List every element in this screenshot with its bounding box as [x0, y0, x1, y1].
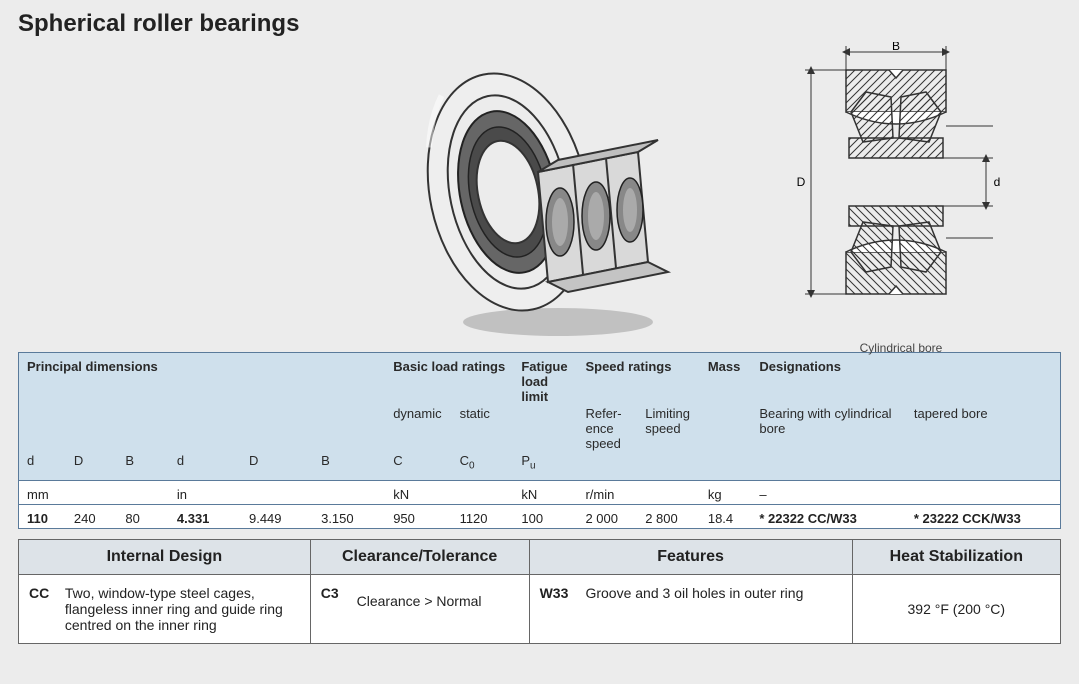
hdr-clearance: Clearance/Tolerance — [310, 539, 529, 574]
hdr-internal-design: Internal Design — [19, 539, 311, 574]
hdr-heat: Heat Stabilization — [852, 539, 1060, 574]
cell-Pu: 100 — [513, 504, 577, 528]
cell-lim-speed: 2 800 — [637, 504, 700, 528]
cell-B-in: 3.150 — [313, 504, 385, 528]
cell-D-in: 9.449 — [241, 504, 313, 528]
unit-mm: mm — [19, 480, 169, 504]
dim-label-B: B — [892, 42, 900, 53]
sym-B-in: B — [313, 453, 385, 480]
cell-clearance: C3 Clearance > Normal — [310, 574, 529, 643]
hdr-designations: Designations — [759, 359, 841, 374]
diagram-caption: Cylindrical bore — [771, 341, 1031, 355]
hdr-basic-load: Basic load ratings — [393, 359, 505, 374]
features-table: Internal Design Clearance/Tolerance Feat… — [18, 539, 1061, 644]
cell-D-mm: 240 — [66, 504, 118, 528]
dim-label-d: d — [994, 175, 1001, 189]
unit-rmin: r/min — [577, 480, 699, 504]
hdr-fatigue: Fatigue load limit — [521, 359, 567, 404]
sym-Pu: Pu — [513, 453, 577, 480]
sym-B-mm: B — [117, 453, 169, 480]
unit-kN: kN — [385, 480, 513, 504]
cell-d-mm: 110 — [19, 504, 66, 528]
hdr-principal: Principal dimensions — [27, 359, 158, 374]
sub-tapered: tapered bore — [906, 406, 1061, 453]
dimension-diagram: B — [771, 42, 1031, 355]
sub-limiting: Limiting speed — [637, 406, 700, 453]
hdr-features: Features — [529, 539, 852, 574]
sub-bearing-cyl: Bearing with cylindrical bore — [751, 406, 906, 453]
sub-static: static — [452, 406, 514, 453]
hdr-mass: Mass — [708, 359, 741, 374]
sub-reference: Refer-ence speed — [577, 406, 637, 453]
hero-region: B — [18, 42, 1061, 352]
sub-dynamic: dynamic — [385, 406, 451, 453]
sym-C0: C0 — [452, 453, 514, 480]
dim-label-D: D — [797, 175, 806, 189]
cell-features: W33 Groove and 3 oil holes in outer ring — [529, 574, 852, 643]
sym-d-in: d — [169, 453, 241, 480]
cell-internal-design: CC Two, window-type steel cages, flangel… — [19, 574, 311, 643]
hdr-speed: Speed ratings — [585, 359, 671, 374]
sym-C: C — [385, 453, 451, 480]
cell-ref-speed: 2 000 — [577, 504, 637, 528]
cell-desig-tap: * 23222 CCK/W33 — [906, 504, 1061, 528]
cell-mass: 18.4 — [700, 504, 752, 528]
sym-D-mm: D — [66, 453, 118, 480]
page-title: Spherical roller bearings — [18, 10, 1061, 38]
unit-kN2: kN — [513, 480, 577, 504]
unit-kg: kg — [700, 480, 752, 504]
cell-B-mm: 80 — [117, 504, 169, 528]
cell-C: 950 — [385, 504, 451, 528]
cell-heat: 392 °F (200 °C) — [852, 574, 1060, 643]
bearing-3d-illustration — [418, 42, 678, 347]
cell-d-in: 4.331 — [169, 504, 241, 528]
unit-in: in — [169, 480, 385, 504]
cell-desig-cyl: * 22322 CC/W33 — [751, 504, 906, 528]
sym-d-mm: d — [19, 453, 66, 480]
cell-C0: 1120 — [452, 504, 514, 528]
unit-dash: – — [751, 480, 1060, 504]
sym-D-in: D — [241, 453, 313, 480]
dimensions-table: Principal dimensions Basic load ratings … — [18, 352, 1061, 529]
